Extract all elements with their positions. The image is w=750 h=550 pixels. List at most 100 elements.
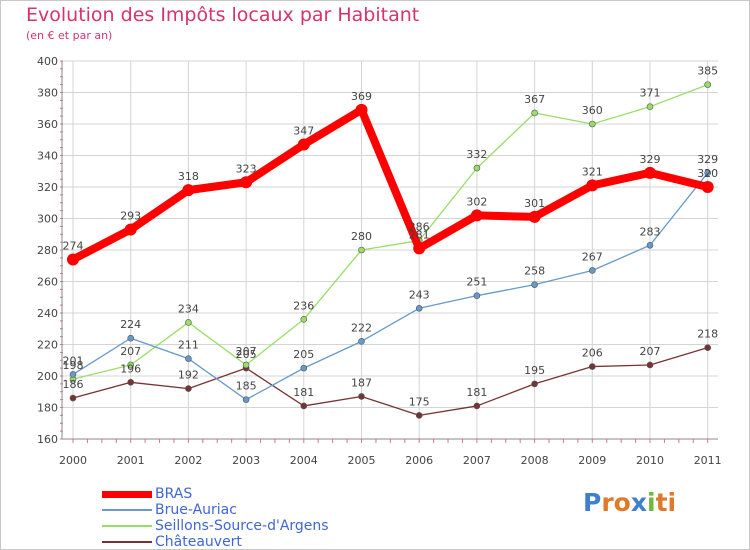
legend-label: Châteauvert xyxy=(155,534,242,550)
data-label: 274 xyxy=(63,239,84,252)
data-label: 286 xyxy=(409,221,430,234)
data-label: 206 xyxy=(582,347,603,360)
data-point xyxy=(413,242,426,255)
data-label: 211 xyxy=(178,339,199,352)
data-point xyxy=(588,267,596,274)
data-label: 198 xyxy=(63,359,84,372)
logo-letter: t xyxy=(655,488,668,517)
chart-title: Evolution des Impôts locaux par Habitant xyxy=(26,4,420,26)
data-point xyxy=(588,120,596,128)
legend-label: Seillons-Source-d'Argens xyxy=(155,518,329,534)
data-point xyxy=(242,361,250,369)
legend-swatch xyxy=(102,490,152,498)
y-tick-label: 240 xyxy=(37,307,58,320)
legend-label: BRAS xyxy=(155,486,193,502)
logo-letter: r xyxy=(601,488,614,517)
data-point xyxy=(470,209,483,222)
data-label: 205 xyxy=(293,348,314,361)
data-point xyxy=(528,210,541,223)
data-label: 329 xyxy=(697,153,718,166)
logo-letter: x xyxy=(630,488,647,517)
y-tick-label: 320 xyxy=(37,181,58,194)
legend-swatch xyxy=(102,541,152,543)
data-label: 332 xyxy=(466,148,487,161)
data-label: 201 xyxy=(63,354,84,367)
data-point xyxy=(127,378,134,386)
data-point xyxy=(644,166,656,179)
legend-swatch xyxy=(102,525,152,527)
y-tick-label: 260 xyxy=(37,276,58,289)
data-point xyxy=(127,361,134,369)
legend-label: Brue-Auriac xyxy=(155,502,237,518)
data-point xyxy=(704,169,712,177)
series-line-bras xyxy=(69,105,712,264)
data-label: 360 xyxy=(582,104,603,117)
data-label: 323 xyxy=(236,162,257,175)
data-point xyxy=(182,184,195,197)
data-label: 371 xyxy=(640,87,661,100)
y-tick-label: 300 xyxy=(37,213,58,226)
data-point xyxy=(240,176,253,189)
logo-letter: i xyxy=(667,488,677,517)
x-tick-label: 2001 xyxy=(117,454,145,467)
data-point xyxy=(67,253,79,266)
y-tick-label: 200 xyxy=(37,370,58,383)
data-label: 243 xyxy=(409,288,430,301)
data-point xyxy=(588,363,596,370)
x-tick-label: 2003 xyxy=(232,454,260,467)
data-label: 283 xyxy=(640,225,661,238)
data-point xyxy=(300,315,308,323)
data-label: 181 xyxy=(293,386,314,399)
data-point xyxy=(69,371,77,378)
data-point xyxy=(358,338,365,345)
data-label: 369 xyxy=(351,90,372,103)
data-point xyxy=(242,396,250,403)
x-tick-label: 2005 xyxy=(348,454,376,467)
data-label: 195 xyxy=(524,364,545,377)
data-point xyxy=(297,138,310,151)
x-tick-label: 2011 xyxy=(694,454,722,467)
data-point xyxy=(586,179,599,192)
data-label: 302 xyxy=(466,195,487,208)
data-point xyxy=(355,103,368,116)
y-tick-label: 220 xyxy=(37,339,58,352)
y-tick-label: 160 xyxy=(37,433,58,446)
data-point xyxy=(646,241,654,249)
y-tick-label: 280 xyxy=(37,244,58,257)
y-tick-label: 380 xyxy=(37,87,58,100)
data-label: 207 xyxy=(236,345,257,358)
data-label: 224 xyxy=(120,318,141,331)
data-label: 321 xyxy=(582,165,603,178)
data-point xyxy=(701,181,714,193)
data-label: 218 xyxy=(697,328,718,341)
x-tick-label: 2008 xyxy=(521,454,549,467)
data-label: 320 xyxy=(697,167,718,180)
data-label: 181 xyxy=(466,386,487,399)
data-label: 251 xyxy=(466,276,487,289)
x-tick-label: 2009 xyxy=(578,454,606,467)
data-label: 205 xyxy=(236,348,257,361)
chart-subtitle: (en € et par an) xyxy=(26,29,113,42)
data-label: 281 xyxy=(409,228,430,241)
data-point xyxy=(646,361,654,369)
data-point xyxy=(358,246,365,254)
y-tick-label: 360 xyxy=(37,118,58,131)
x-tick-label: 2004 xyxy=(290,454,318,467)
data-point xyxy=(704,344,712,351)
series-line-ch-teauvert xyxy=(72,346,709,417)
data-point xyxy=(415,304,423,312)
data-label: 187 xyxy=(351,376,372,389)
data-point xyxy=(185,385,192,392)
data-label: 301 xyxy=(524,197,545,210)
y-tick-label: 340 xyxy=(37,150,58,163)
data-label: 185 xyxy=(236,380,257,393)
data-point xyxy=(646,103,654,110)
proxiti-logo: Proxiti xyxy=(583,488,676,517)
data-point xyxy=(300,364,308,372)
logo-letter: i xyxy=(647,488,656,517)
data-point xyxy=(531,281,538,288)
data-label: 236 xyxy=(293,299,314,312)
data-point xyxy=(300,402,308,410)
data-point xyxy=(704,81,712,88)
data-label: 267 xyxy=(582,250,603,263)
